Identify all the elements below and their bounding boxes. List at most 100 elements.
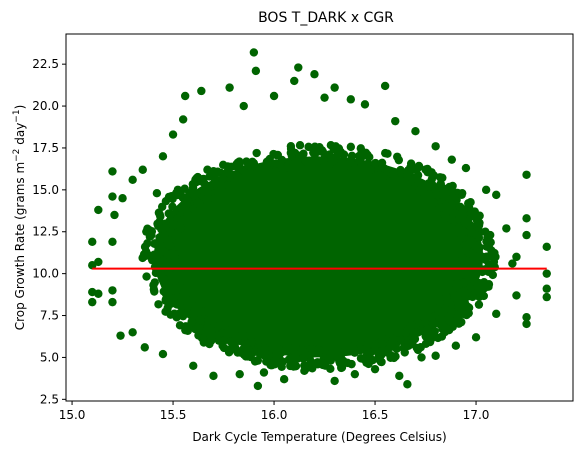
cloud-point (307, 344, 316, 354)
scatter-point (108, 167, 117, 176)
cloud-point (240, 331, 249, 341)
y-tick-label: 10.0 (32, 267, 59, 281)
cloud-point (278, 164, 287, 174)
cloud-point (310, 150, 320, 159)
cloud-point (180, 184, 189, 193)
cloud-point (457, 233, 466, 242)
x-tick-label: 17.0 (463, 408, 490, 422)
cloud-point (454, 223, 463, 233)
scatter-point (152, 189, 162, 198)
y-axis-label: Crop Growth Rate (grams m−2 day−1) (12, 105, 27, 331)
scatter-point (259, 368, 269, 377)
scatter-point (411, 126, 420, 136)
scatter-point (461, 163, 471, 173)
cloud-point (370, 341, 380, 351)
scatter-point (431, 351, 440, 360)
scatter-point (108, 192, 117, 201)
cloud-point (436, 179, 445, 188)
cloud-point (230, 330, 240, 340)
scatter-point (320, 93, 329, 102)
scatter-point (542, 242, 551, 252)
cloud-point (329, 144, 338, 154)
cloud-point (209, 167, 218, 176)
cloud-point (487, 246, 496, 255)
cloud-point (445, 312, 454, 321)
x-axis: 15.0 15.5 16.0 16.5 17.0 (59, 401, 490, 422)
cloud-point (394, 155, 404, 165)
scatter-point (128, 175, 137, 184)
cloud-point (460, 310, 470, 319)
cloud-point (243, 169, 253, 178)
scatter-point (168, 130, 178, 139)
cloud-point (395, 166, 405, 176)
y-tick-label: 15.0 (32, 183, 59, 197)
cloud-point (199, 174, 208, 184)
cloud-point (218, 174, 228, 183)
cloud-point (216, 181, 226, 190)
cloud-point (203, 188, 213, 198)
y-tick-label: 7.5 (40, 309, 59, 323)
cloud-point (182, 323, 191, 332)
plot-frame (65, 33, 574, 402)
cloud-point (483, 262, 493, 272)
scatter-point (94, 257, 103, 267)
cloud-point (475, 288, 485, 297)
cloud-point (150, 239, 159, 248)
cloud-point (176, 223, 185, 233)
cloud-point (233, 348, 242, 357)
cloud-point (168, 297, 178, 306)
point-cloud (138, 141, 500, 373)
cloud-point (151, 268, 161, 278)
cloud-point (399, 343, 408, 353)
cloud-point (220, 321, 229, 330)
cloud-point (361, 148, 371, 157)
cloud-point (205, 339, 214, 349)
cloud-point (420, 313, 430, 323)
scatter-point (451, 341, 461, 350)
cloud-point (429, 319, 439, 329)
y-axis: 2.5 5.0 7.5 10.0 12.5 15.0 17.5 20.0 22.5 (32, 57, 66, 406)
scatter-point (290, 76, 299, 86)
cloud-point (218, 341, 227, 350)
scatter-point (380, 81, 390, 91)
scatter-point (108, 237, 117, 246)
scatter-point (403, 380, 412, 389)
cloud-point (346, 158, 355, 167)
scatter-point (118, 194, 127, 203)
scatter-point (542, 269, 551, 278)
scatter-point (502, 224, 511, 233)
cloud-point (142, 272, 151, 281)
cloud-point (191, 178, 201, 187)
cloud-point (295, 141, 305, 150)
cloud-point (166, 310, 175, 319)
scatter-point (481, 185, 491, 195)
cloud-point (143, 239, 152, 248)
scatter-point (253, 381, 263, 391)
cloud-point (457, 255, 467, 265)
cloud-point (174, 309, 184, 318)
cloud-point (466, 273, 475, 283)
scatter-point (94, 205, 103, 215)
cloud-point (286, 144, 296, 154)
cloud-point (253, 356, 263, 365)
cloud-point (355, 156, 364, 165)
cloud-point (293, 161, 302, 171)
cloud-point (383, 149, 392, 158)
cloud-point (491, 252, 500, 262)
cloud-point (213, 187, 222, 197)
scatter-point (140, 343, 149, 352)
scatter-point (116, 331, 125, 340)
cloud-point (463, 242, 472, 251)
cloud-point (403, 324, 413, 334)
cloud-point (410, 328, 419, 338)
cloud-point (222, 167, 232, 177)
cloud-point (386, 339, 395, 349)
cloud-point (299, 149, 308, 158)
y-tick-label: 12.5 (32, 225, 59, 239)
cloud-point (196, 315, 205, 325)
scatter-point (542, 292, 551, 302)
cloud-point (173, 185, 183, 194)
scatter-point (294, 63, 303, 72)
scatter-point (310, 70, 319, 79)
